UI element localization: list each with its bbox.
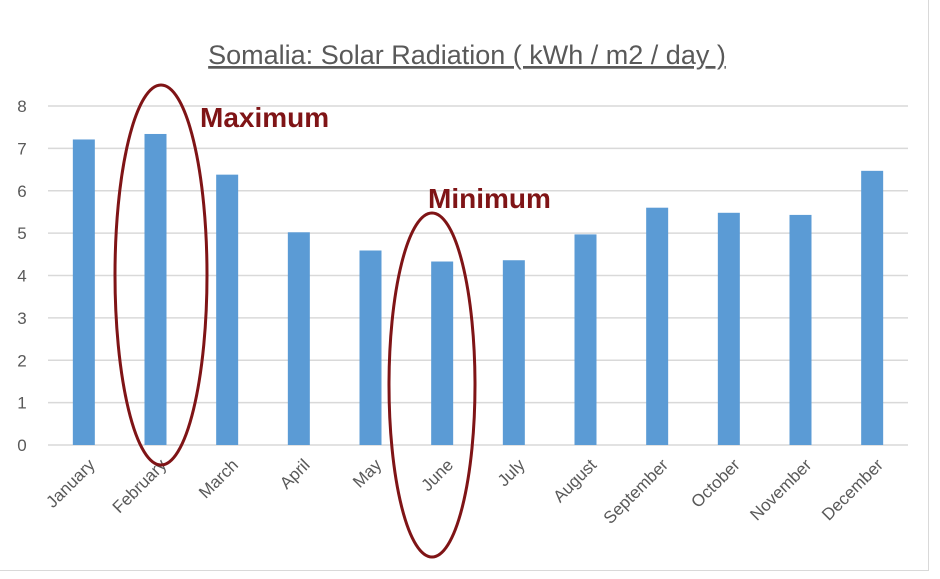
bar-january <box>72 139 95 445</box>
bar-june <box>431 261 454 445</box>
bar-april <box>287 232 310 445</box>
bar-february <box>144 133 167 445</box>
x-tick-label: October <box>687 455 743 511</box>
x-tick-label: April <box>276 455 313 492</box>
bar-may <box>359 250 382 445</box>
maximum-label: Maximum <box>200 102 329 133</box>
bar-december <box>861 170 884 446</box>
bar-september <box>646 207 669 445</box>
bar-march <box>216 174 239 445</box>
x-tick-label: June <box>417 455 457 495</box>
x-tick-label: September <box>600 455 672 527</box>
y-tick-label: 6 <box>17 182 26 201</box>
y-tick-label: 8 <box>17 97 26 116</box>
y-tick-label: 4 <box>17 267 26 286</box>
bar-august <box>574 234 597 445</box>
chart-title: Somalia: Solar Radiation ( kWh / m2 / da… <box>208 40 726 70</box>
y-tick-label: 5 <box>17 224 26 243</box>
maximum-ellipse <box>113 83 209 467</box>
y-tick-label: 7 <box>17 139 26 158</box>
x-tick-label: March <box>195 455 242 502</box>
x-tick-label: July <box>494 455 529 490</box>
minimum-ellipse <box>387 211 477 559</box>
y-tick-label: 2 <box>17 351 26 370</box>
x-tick-label: May <box>349 455 385 491</box>
bar-november <box>789 214 812 445</box>
y-tick-label: 3 <box>17 309 26 328</box>
bar-july <box>502 260 525 445</box>
y-tick-label: 0 <box>17 436 26 455</box>
x-tick-label: January <box>42 455 99 512</box>
chart-frame <box>0 0 929 571</box>
y-tick-label: 1 <box>17 394 26 413</box>
x-tick-label: August <box>549 455 600 506</box>
x-tick-label: December <box>818 455 887 524</box>
x-tick-label: November <box>746 455 815 524</box>
bar-october <box>717 212 740 445</box>
minimum-label: Minimum <box>428 183 551 214</box>
